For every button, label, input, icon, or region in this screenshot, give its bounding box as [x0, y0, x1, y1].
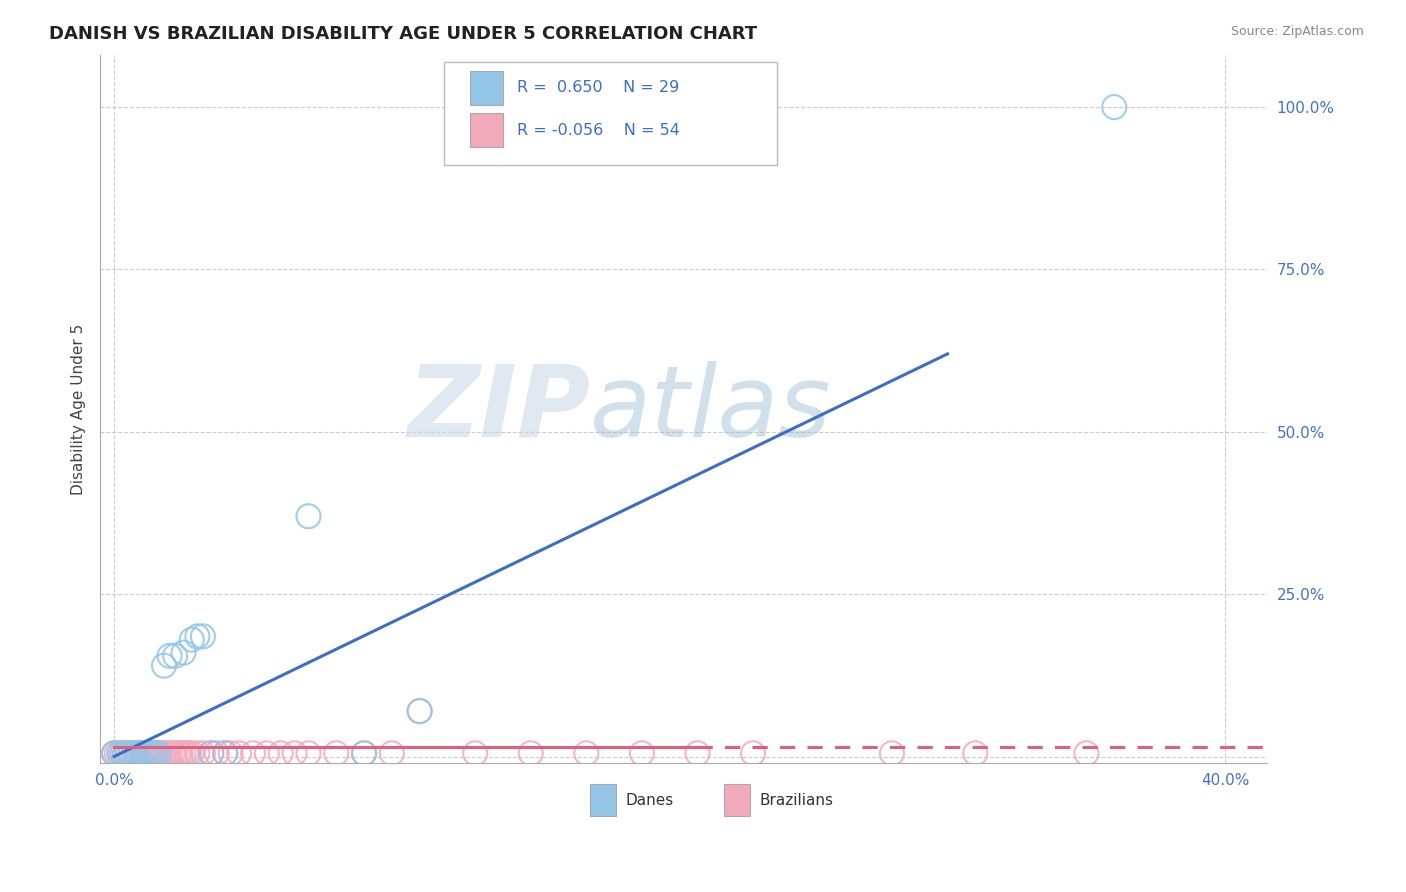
- Text: Danes: Danes: [626, 793, 673, 808]
- Point: [742, 747, 765, 761]
- Point: [297, 747, 319, 761]
- Point: [172, 646, 194, 660]
- Point: [114, 747, 136, 761]
- Point: [108, 747, 131, 761]
- Point: [139, 747, 162, 761]
- Point: [136, 747, 159, 761]
- Point: [1076, 747, 1098, 761]
- Point: [142, 747, 165, 761]
- Point: [228, 747, 250, 761]
- Point: [150, 747, 173, 761]
- Bar: [470, 70, 503, 104]
- Point: [103, 747, 125, 761]
- Point: [125, 747, 148, 761]
- Point: [117, 747, 139, 761]
- Point: [1102, 100, 1125, 114]
- Point: [139, 747, 162, 761]
- Point: [520, 747, 543, 761]
- Text: Source: ZipAtlas.com: Source: ZipAtlas.com: [1230, 25, 1364, 38]
- Point: [145, 747, 167, 761]
- Point: [108, 747, 131, 761]
- Text: DANISH VS BRAZILIAN DISABILITY AGE UNDER 5 CORRELATION CHART: DANISH VS BRAZILIAN DISABILITY AGE UNDER…: [49, 25, 758, 43]
- Point: [120, 747, 142, 761]
- Point: [131, 747, 153, 761]
- Point: [464, 747, 486, 761]
- Point: [111, 747, 134, 761]
- Point: [134, 747, 156, 761]
- Point: [200, 747, 222, 761]
- Point: [325, 747, 347, 761]
- Point: [575, 747, 598, 761]
- Point: [153, 658, 176, 673]
- Point: [153, 747, 176, 761]
- FancyBboxPatch shape: [444, 62, 778, 165]
- Point: [686, 747, 709, 761]
- Text: ZIP: ZIP: [408, 360, 591, 458]
- Point: [167, 747, 190, 761]
- Point: [270, 747, 292, 761]
- Text: Brazilians: Brazilians: [759, 793, 834, 808]
- Point: [156, 747, 179, 761]
- Point: [174, 747, 197, 761]
- Point: [128, 747, 150, 761]
- Bar: [724, 784, 749, 816]
- Text: atlas: atlas: [591, 360, 832, 458]
- Point: [242, 747, 264, 761]
- Bar: [470, 113, 503, 147]
- Point: [200, 747, 222, 761]
- Point: [284, 747, 307, 761]
- Point: [159, 648, 181, 663]
- Point: [125, 747, 148, 761]
- Bar: [591, 784, 616, 816]
- Point: [122, 747, 145, 761]
- Point: [191, 747, 214, 761]
- Point: [162, 747, 184, 761]
- Point: [965, 747, 987, 761]
- Point: [631, 747, 654, 761]
- Point: [353, 747, 375, 761]
- Point: [219, 747, 242, 761]
- Point: [177, 747, 200, 761]
- Point: [111, 747, 134, 761]
- Point: [186, 629, 208, 643]
- Point: [353, 747, 375, 761]
- Point: [165, 747, 187, 761]
- Point: [114, 747, 136, 761]
- Point: [105, 747, 128, 761]
- Point: [128, 747, 150, 761]
- Point: [165, 648, 187, 663]
- Point: [297, 509, 319, 524]
- Point: [408, 704, 430, 718]
- Point: [136, 747, 159, 761]
- Point: [120, 747, 142, 761]
- Point: [170, 747, 193, 761]
- Point: [186, 747, 208, 761]
- Point: [145, 747, 167, 761]
- Point: [180, 747, 202, 761]
- Point: [180, 632, 202, 647]
- Point: [159, 747, 181, 761]
- Point: [122, 747, 145, 761]
- Point: [117, 747, 139, 761]
- Point: [214, 747, 236, 761]
- Point: [205, 747, 228, 761]
- Y-axis label: Disability Age Under 5: Disability Age Under 5: [72, 324, 86, 495]
- Point: [148, 747, 170, 761]
- Point: [256, 747, 278, 761]
- Point: [408, 704, 430, 718]
- Point: [214, 747, 236, 761]
- Point: [172, 747, 194, 761]
- Point: [131, 747, 153, 761]
- Point: [103, 747, 125, 761]
- Text: R =  0.650    N = 29: R = 0.650 N = 29: [517, 80, 679, 95]
- Point: [191, 629, 214, 643]
- Point: [142, 747, 165, 761]
- Point: [134, 747, 156, 761]
- Point: [880, 747, 903, 761]
- Point: [381, 747, 404, 761]
- Point: [148, 747, 170, 761]
- Text: R = -0.056    N = 54: R = -0.056 N = 54: [517, 123, 679, 137]
